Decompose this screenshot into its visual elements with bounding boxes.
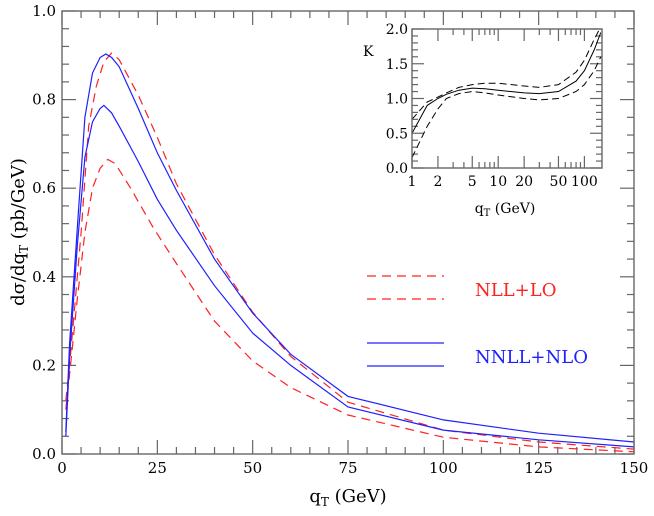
inset-frame	[411, 28, 603, 169]
main-curves	[65, 52, 635, 453]
main-y-axis-label: dσ/dqT (pb/GeV)	[8, 158, 31, 306]
inset-y-tick-label: 0.5	[386, 126, 408, 142]
inset-x-tick-label: 20	[515, 174, 533, 190]
inset-k-curve-band-2	[411, 56, 602, 158]
inset-x-tick-label: 100	[571, 174, 598, 190]
inset-y-axis-label: K	[363, 44, 374, 60]
inset-y-tick-label: 1.0	[386, 92, 408, 108]
series-line-nnll-nlo-2	[65, 53, 635, 443]
inset-x-tick-label: 2	[433, 174, 442, 190]
inset-curves	[411, 28, 602, 158]
series-line-nnll-nlo-3	[65, 104, 635, 448]
x-tick-label: 50	[243, 459, 262, 477]
inset-y-tick-labels: 0.0 0.5 1.0 1.5 2.0	[386, 22, 408, 177]
inset-x-tick-label: 10	[489, 174, 507, 190]
main-plot-frame	[61, 10, 635, 455]
inset-x-tick-label: 1	[408, 174, 417, 190]
series-line-nll-lo-0	[65, 52, 635, 450]
y-tick-label: 1.0	[32, 2, 56, 20]
inset-x-axis-label: qT (GeV)	[475, 201, 536, 219]
inset-x-tick-label: 50	[550, 174, 568, 190]
y-tick-label: 0.8	[32, 91, 56, 109]
inset-y-tick-label: 1.5	[386, 57, 408, 73]
legend-label-nll-lo: NLL+LO	[475, 280, 556, 301]
inset-x-tick-labels: 1 2 5 10 20 50 100	[408, 174, 598, 190]
legend-label-nnll-nlo: NNLL+NLO	[475, 347, 588, 368]
inset-k-curve-central-0	[411, 32, 602, 134]
main-x-axis-label: qT (GeV)	[309, 486, 386, 509]
inset-k-curve-band-1	[411, 28, 601, 120]
inset-y-tick-label: 2.0	[386, 22, 408, 38]
main-x-tick-labels: 0 25 50 75 100 125 150	[57, 459, 648, 477]
inset-y-tick-label: 0.0	[386, 161, 408, 177]
x-tick-label: 150	[620, 459, 649, 477]
x-tick-label: 0	[57, 459, 67, 477]
inset-background	[412, 29, 602, 168]
x-tick-label: 125	[524, 459, 553, 477]
x-tick-label: 75	[338, 459, 357, 477]
main-y-tick-labels: 0.0 0.2 0.4 0.6 0.8 1.0	[32, 2, 56, 463]
x-tick-label: 25	[148, 459, 167, 477]
y-tick-label: 0.6	[32, 179, 56, 197]
x-tick-label: 100	[429, 459, 458, 477]
y-tick-label: 0.0	[32, 445, 56, 463]
y-tick-label: 0.2	[32, 356, 56, 374]
inset-k-factor-plot: 1 2 5 10 20 50 100 0.0 0.5 1.0 1.5 2.0 K qT (GeV)	[363, 22, 603, 219]
inset-x-tick-label: 5	[468, 174, 477, 190]
series-line-nll-lo-1	[65, 158, 635, 453]
legend: NLL+LO NNLL+NLO	[367, 275, 588, 368]
y-tick-label: 0.4	[32, 268, 56, 286]
